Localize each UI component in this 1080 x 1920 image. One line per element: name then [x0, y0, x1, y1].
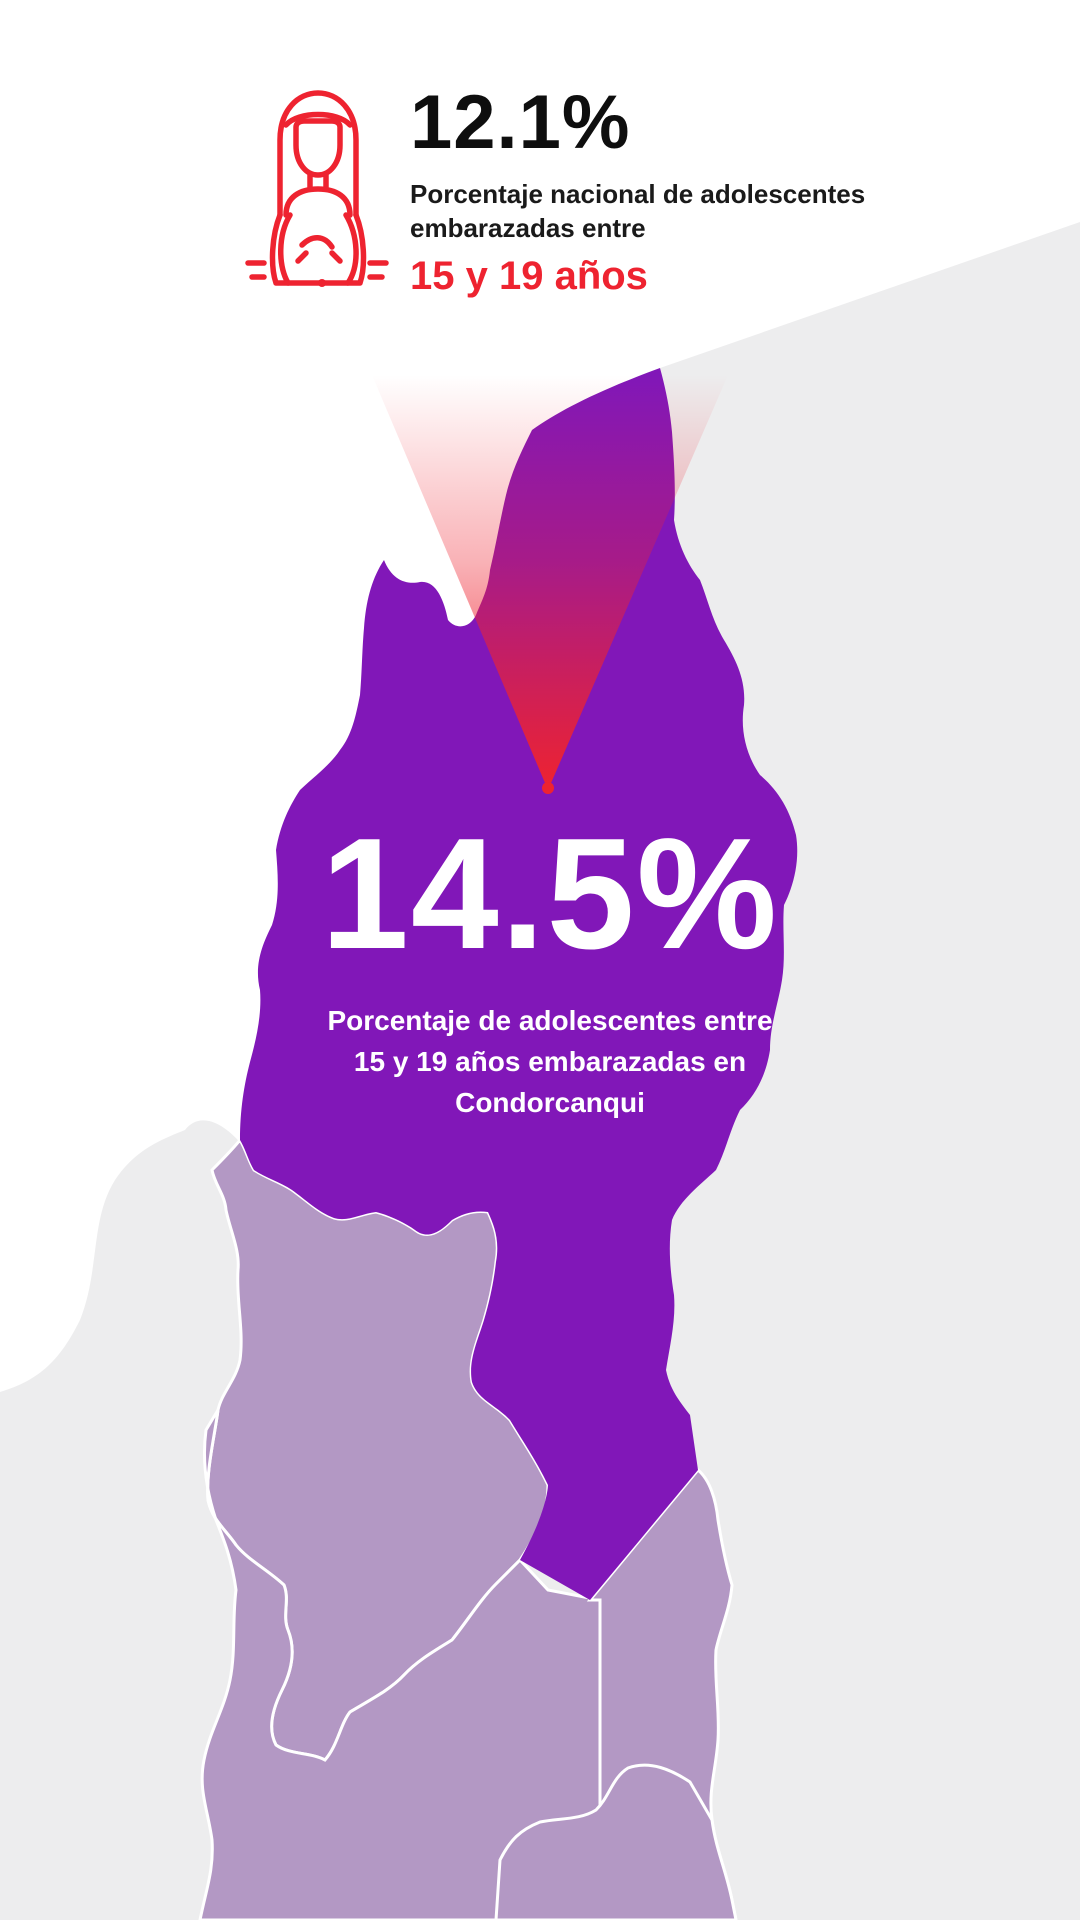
neighbor-region-south — [198, 1409, 602, 1920]
condorcanqui-region — [240, 368, 798, 1600]
national-age-range: 15 y 19 años — [410, 253, 648, 298]
pregnant-woman-icon — [245, 90, 389, 287]
neighbor-region-southeast — [494, 1763, 738, 1920]
national-percent: 12.1% — [410, 80, 631, 165]
region-label: Porcentaje de adolescentes entre 15 y 19… — [327, 1005, 773, 1118]
map-pointer-icon — [542, 782, 554, 794]
region-percent: 14.5% — [320, 806, 779, 982]
region-stat: 14.5% Porcentaje de adolescentes entre 1… — [290, 815, 810, 1124]
national-label: Porcentaje nacional de adolescentes emba… — [410, 179, 866, 244]
national-stat: 12.1% Porcentaje nacional de adolescente… — [240, 85, 1000, 315]
national-text: 12.1% Porcentaje nacional de adolescente… — [410, 85, 1010, 298]
highlight-beam — [372, 375, 728, 790]
